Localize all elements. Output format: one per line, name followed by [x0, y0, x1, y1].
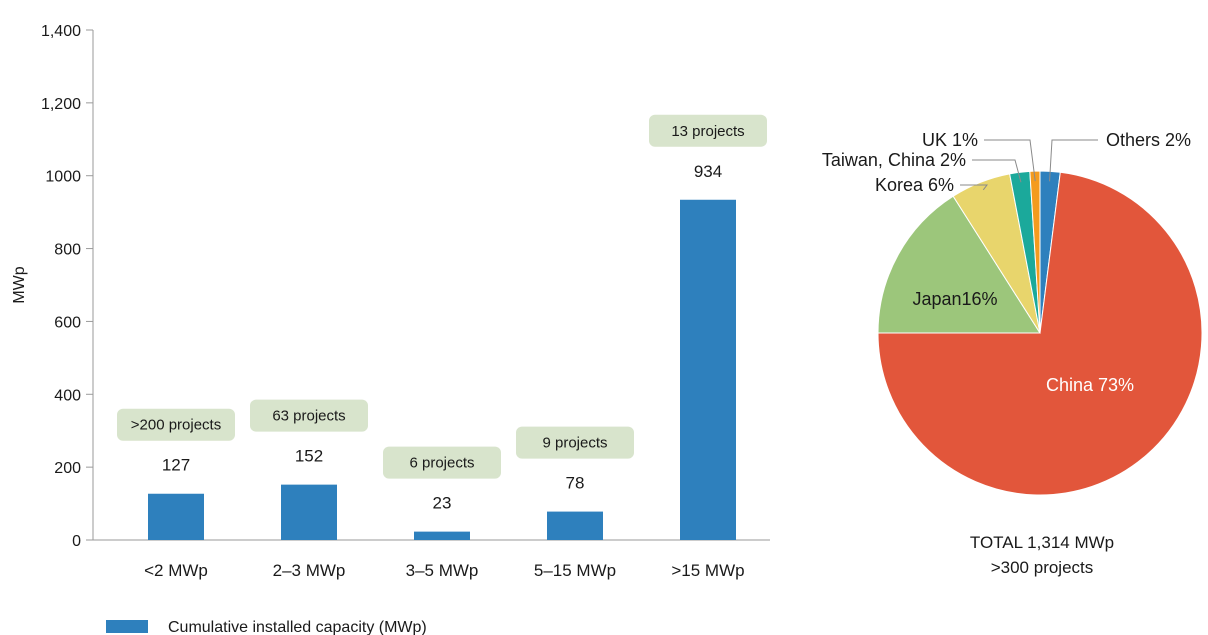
- project-count-label: >200 projects: [131, 417, 221, 434]
- bars-group: 127 >200 projects <2 MWp 152 63 projects 2–3 …: [117, 114, 767, 580]
- bar-value-label: 78: [566, 474, 585, 493]
- project-count-label: 9 projects: [542, 435, 607, 452]
- pie-chart: Others 2% UK 1%Taiwan, China 2% Korea 6% Ch…: [822, 130, 1203, 577]
- pie-slice: [877, 195, 1041, 334]
- pie-slice-label: Japan16%: [912, 289, 997, 309]
- project-count-badge: [250, 399, 368, 432]
- pie-slice-label: Others 2%: [1106, 130, 1191, 150]
- bar: [414, 531, 470, 540]
- project-count-badge: [516, 426, 634, 459]
- y-tick-label: 1,400: [41, 23, 81, 40]
- pie-leader-line: [984, 139, 1036, 182]
- bar-value-label: 934: [694, 162, 722, 181]
- project-count-badge: [117, 408, 235, 441]
- pie-leader-line: [1049, 139, 1098, 182]
- pie-slice-label: Taiwan, China 2%: [822, 150, 966, 170]
- bar-value-label: 23: [433, 494, 452, 513]
- project-count-badge: [383, 446, 501, 479]
- project-count-label: 13 projects: [671, 123, 744, 140]
- y-tick-label: 0: [72, 533, 81, 550]
- pie-slice-label: Korea 6%: [875, 175, 954, 195]
- x-tick-label: 3–5 MWp: [406, 561, 479, 580]
- x-tick-label: <2 MWp: [144, 561, 208, 580]
- y-axis-ticks: 0 200 400 600 800 1000 1,200 1,400: [41, 23, 93, 550]
- y-tick-label: 800: [54, 242, 81, 259]
- y-axis-title: MWp: [11, 266, 28, 303]
- legend-swatch: [106, 620, 148, 633]
- x-tick-label: 2–3 MWp: [273, 561, 346, 580]
- bar: [680, 199, 736, 540]
- y-tick-label: 1000: [45, 169, 81, 186]
- pie-slices: [877, 170, 1203, 496]
- pie-slice-label: China 73%: [1046, 375, 1134, 395]
- project-count-badge: [649, 114, 767, 147]
- bar: [547, 511, 603, 540]
- pie-labels: Others 2% UK 1%Taiwan, China 2% Korea 6% Ch…: [822, 130, 1191, 395]
- x-tick-label: 5–15 MWp: [534, 561, 616, 580]
- pie-slice: [877, 171, 1203, 496]
- bar: [281, 484, 337, 540]
- bar: [148, 493, 204, 540]
- pie-total-label: TOTAL 1,314 MWp: [970, 533, 1114, 552]
- project-count-label: 6 projects: [409, 455, 474, 472]
- bar-value-label: 127: [162, 456, 190, 475]
- y-tick-label: 200: [54, 460, 81, 477]
- y-tick-label: 600: [54, 314, 81, 331]
- project-count-label: 63 projects: [272, 408, 345, 425]
- pie-leader-line: [960, 184, 989, 191]
- y-tick-label: 1,200: [41, 96, 81, 113]
- bar-chart: 0 200 400 600 800 1000 1,200 1,400 MWp 127 >200 …: [11, 23, 770, 635]
- legend-label: Cumulative installed capacity (MWp): [168, 619, 427, 635]
- pie-slice-label: UK 1%: [922, 130, 978, 150]
- pie-projects-label: >300 projects: [991, 558, 1094, 577]
- x-tick-label: >15 MWp: [671, 561, 744, 580]
- pie-leader-line: [972, 159, 1022, 183]
- legend: Cumulative installed capacity (MWp): [106, 619, 427, 635]
- pie-slice: [1029, 170, 1041, 334]
- y-tick-label: 400: [54, 387, 81, 404]
- bar-value-label: 152: [295, 447, 323, 466]
